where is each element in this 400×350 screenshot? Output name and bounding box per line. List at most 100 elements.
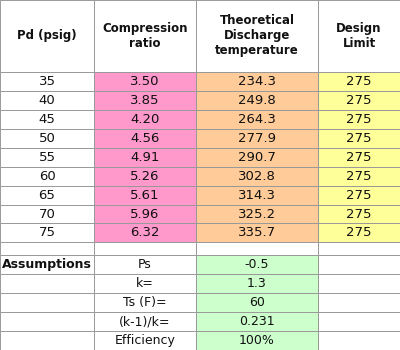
Text: 50: 50	[38, 132, 56, 145]
Text: 5.26: 5.26	[130, 169, 160, 183]
Bar	[94, 274, 196, 293]
Text: 325.2: 325.2	[238, 208, 276, 220]
Text: 6.32: 6.32	[130, 226, 160, 239]
Text: 40: 40	[39, 94, 55, 107]
Bar	[196, 331, 318, 350]
Bar	[318, 312, 400, 331]
Bar	[0, 204, 94, 224]
Text: 275: 275	[346, 169, 372, 183]
Bar	[94, 186, 196, 204]
Text: 75: 75	[38, 226, 56, 239]
Bar	[318, 243, 400, 255]
Bar	[0, 110, 94, 128]
Bar	[94, 243, 196, 255]
Text: 1.3: 1.3	[247, 277, 267, 290]
Bar	[94, 167, 196, 186]
Text: 314.3: 314.3	[238, 189, 276, 202]
Bar	[196, 243, 318, 255]
Bar	[318, 148, 400, 167]
Text: 65: 65	[38, 189, 56, 202]
Text: Pd (psig): Pd (psig)	[17, 29, 77, 42]
Text: 4.56: 4.56	[130, 132, 160, 145]
Bar	[94, 91, 196, 110]
Text: 275: 275	[346, 75, 372, 88]
Bar	[318, 331, 400, 350]
Bar	[318, 72, 400, 91]
Text: Efficiency: Efficiency	[114, 334, 176, 347]
Bar	[94, 128, 196, 148]
Bar	[196, 91, 318, 110]
Text: k=: k=	[136, 277, 154, 290]
Bar	[0, 148, 94, 167]
Bar	[0, 312, 94, 331]
Bar	[318, 0, 400, 72]
Bar	[94, 110, 196, 128]
Text: 275: 275	[346, 113, 372, 126]
Text: 4.91: 4.91	[130, 150, 160, 163]
Bar	[196, 204, 318, 224]
Bar	[318, 204, 400, 224]
Text: 100%: 100%	[239, 334, 275, 347]
Bar	[0, 128, 94, 148]
Bar	[94, 331, 196, 350]
Text: Design
Limit: Design Limit	[336, 22, 382, 50]
Bar	[94, 293, 196, 312]
Bar	[196, 0, 318, 72]
Text: 35: 35	[38, 75, 56, 88]
Bar	[196, 274, 318, 293]
Bar	[0, 186, 94, 204]
Text: 0.231: 0.231	[239, 315, 275, 328]
Bar	[0, 274, 94, 293]
Text: Compression
ratio: Compression ratio	[102, 22, 188, 50]
Text: 5.61: 5.61	[130, 189, 160, 202]
Text: 234.3: 234.3	[238, 75, 276, 88]
Bar	[0, 331, 94, 350]
Text: 264.3: 264.3	[238, 113, 276, 126]
Text: 275: 275	[346, 150, 372, 163]
Text: Assumptions: Assumptions	[2, 258, 92, 271]
Bar	[0, 255, 94, 274]
Text: 275: 275	[346, 208, 372, 220]
Bar	[94, 72, 196, 91]
Bar	[0, 243, 94, 255]
Bar	[94, 204, 196, 224]
Bar	[318, 293, 400, 312]
Text: 290.7: 290.7	[238, 150, 276, 163]
Text: 55: 55	[38, 150, 56, 163]
Bar	[94, 224, 196, 243]
Bar	[0, 224, 94, 243]
Bar	[94, 148, 196, 167]
Bar	[196, 110, 318, 128]
Bar	[94, 312, 196, 331]
Text: 45: 45	[38, 113, 56, 126]
Text: 335.7: 335.7	[238, 226, 276, 239]
Bar	[318, 91, 400, 110]
Bar	[196, 224, 318, 243]
Bar	[196, 255, 318, 274]
Text: (k-1)/k=: (k-1)/k=	[119, 315, 171, 328]
Bar	[0, 293, 94, 312]
Bar	[0, 91, 94, 110]
Bar	[0, 167, 94, 186]
Text: 275: 275	[346, 189, 372, 202]
Text: 3.50: 3.50	[130, 75, 160, 88]
Text: 249.8: 249.8	[238, 94, 276, 107]
Text: 275: 275	[346, 226, 372, 239]
Text: 302.8: 302.8	[238, 169, 276, 183]
Bar	[196, 128, 318, 148]
Text: 3.85: 3.85	[130, 94, 160, 107]
Bar	[94, 255, 196, 274]
Bar	[318, 186, 400, 204]
Text: Theoretical
Discharge
temperature: Theoretical Discharge temperature	[215, 14, 299, 57]
Bar	[318, 110, 400, 128]
Bar	[318, 274, 400, 293]
Text: Ps: Ps	[138, 258, 152, 271]
Bar	[196, 72, 318, 91]
Bar	[0, 72, 94, 91]
Text: 5.96: 5.96	[130, 208, 160, 220]
Text: 277.9: 277.9	[238, 132, 276, 145]
Bar	[196, 186, 318, 204]
Bar	[318, 224, 400, 243]
Bar	[318, 255, 400, 274]
Bar	[196, 148, 318, 167]
